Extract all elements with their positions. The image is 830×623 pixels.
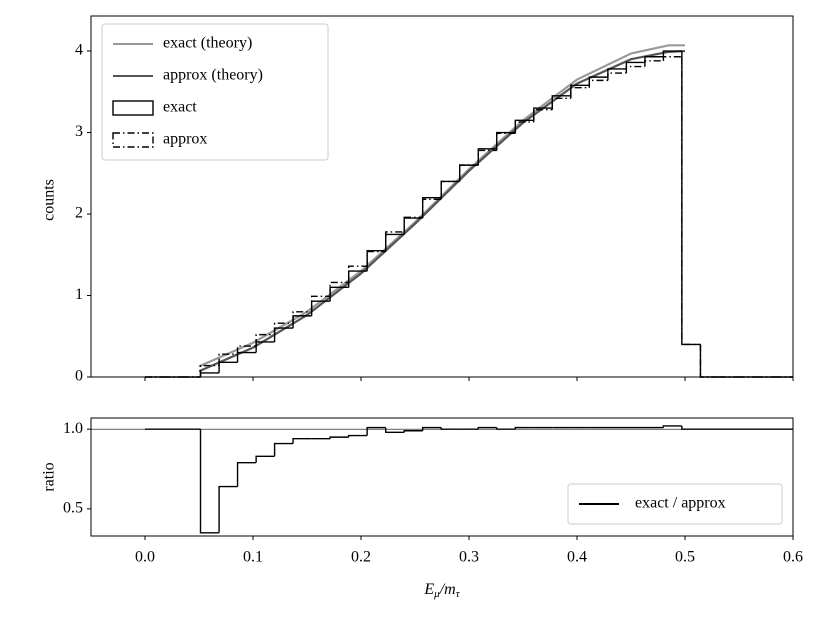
hist-step [514,121,534,134]
hist-step [533,109,553,122]
hist-step [273,442,294,457]
x-tick-label: 0.6 [783,549,803,566]
hist-step [514,426,534,430]
hist-step [644,56,664,63]
legend-label: exact [163,99,197,116]
hist-step [255,455,275,463]
legend-label: exact (theory) [163,35,252,52]
hist-step [421,426,442,431]
hist-step [199,429,220,534]
axes-frame [90,417,794,537]
legend-box [567,483,783,525]
hist-step [662,56,682,61]
y-tick-label: 2 [75,205,83,222]
hist-step [477,426,497,430]
hist-step [421,198,442,218]
hist-step [255,333,275,347]
y-tick-label: 1.0 [63,420,83,437]
hist-step [366,426,386,436]
x-axis-label-part: μ [433,588,440,600]
hist-step [662,425,682,428]
hist-step [199,372,220,377]
hist-step [681,425,701,430]
hist-step [236,461,257,487]
hist-step [459,164,479,182]
x-axis-label: Eμ/mτ [423,581,460,600]
hist-step [644,60,664,67]
hist-step [625,65,645,74]
hist-step [588,79,608,88]
x-tick-label: 0.4 [567,549,587,566]
hist-step [385,231,405,252]
legend: exact (theory) approx (theory) exact approx [101,23,329,161]
hist-step [218,361,238,373]
panel: 0.0 0.1 0.2 0.3 0.4 0.5 0.6 0.5 1.0 [63,417,803,566]
hist-step [699,344,719,378]
x-tick-label: 0.0 [135,549,155,566]
hist-step [292,311,312,324]
hist-step [496,131,516,149]
hist-step [459,164,479,182]
legend-label: exact / approx [635,495,726,512]
axes-frame [90,15,794,378]
hist-step [625,61,645,69]
hist-step [236,345,257,355]
y-axis-label: counts [41,179,58,221]
hist-step [699,344,719,378]
hist-step [496,427,516,430]
hist-step [588,76,608,86]
hist-step [607,72,627,81]
hist-step [199,364,220,377]
hist-step [292,438,312,444]
hist-step [329,436,349,439]
y-axis-label: ratio [41,462,58,491]
hist-step [347,434,368,438]
hist-step [477,149,497,166]
hist-step [218,353,238,366]
hist-step [403,216,423,232]
hist-step [385,427,405,434]
legend-patch [112,132,154,148]
x-tick-label: 0.5 [675,549,695,566]
x-tick-label: 0.1 [243,549,263,566]
panel: 0 1 2 3 4 [75,15,794,385]
theory-line [198,49,686,373]
x-axis-label-part: /m [439,581,456,598]
legend: exact / approx [567,483,783,525]
legend-label: approx [163,131,207,148]
legend-label: approx (theory) [163,67,263,84]
hist-step [273,322,294,335]
legend-patch [112,100,154,116]
hist-step [440,427,460,430]
hist-step [347,265,368,283]
y-tick-label: 3 [75,123,83,140]
hist-step [496,132,516,151]
y-tick-label: 0 [75,368,83,385]
hist-step [570,87,590,99]
y-tick-label: 4 [75,42,83,59]
x-tick-label: 0.2 [351,549,371,566]
hist-step [662,50,682,57]
hist-step [551,97,571,110]
hist-step [292,315,312,329]
x-axis-label-part: E [423,581,434,598]
hist-step [218,485,238,533]
hist-step [681,51,701,346]
x-tick-label: 0.3 [459,549,479,566]
hist-step [310,295,331,312]
x-axis-label-part: τ [456,588,461,600]
hist-step [403,430,423,433]
hist-step [681,56,701,346]
y-tick-label: 0.5 [63,500,83,517]
legend-box [101,23,329,161]
hist-step [366,250,386,267]
y-tick-label: 1 [75,286,83,303]
theory-line [198,44,685,368]
hist-step [440,180,460,200]
hist-step [329,281,349,297]
